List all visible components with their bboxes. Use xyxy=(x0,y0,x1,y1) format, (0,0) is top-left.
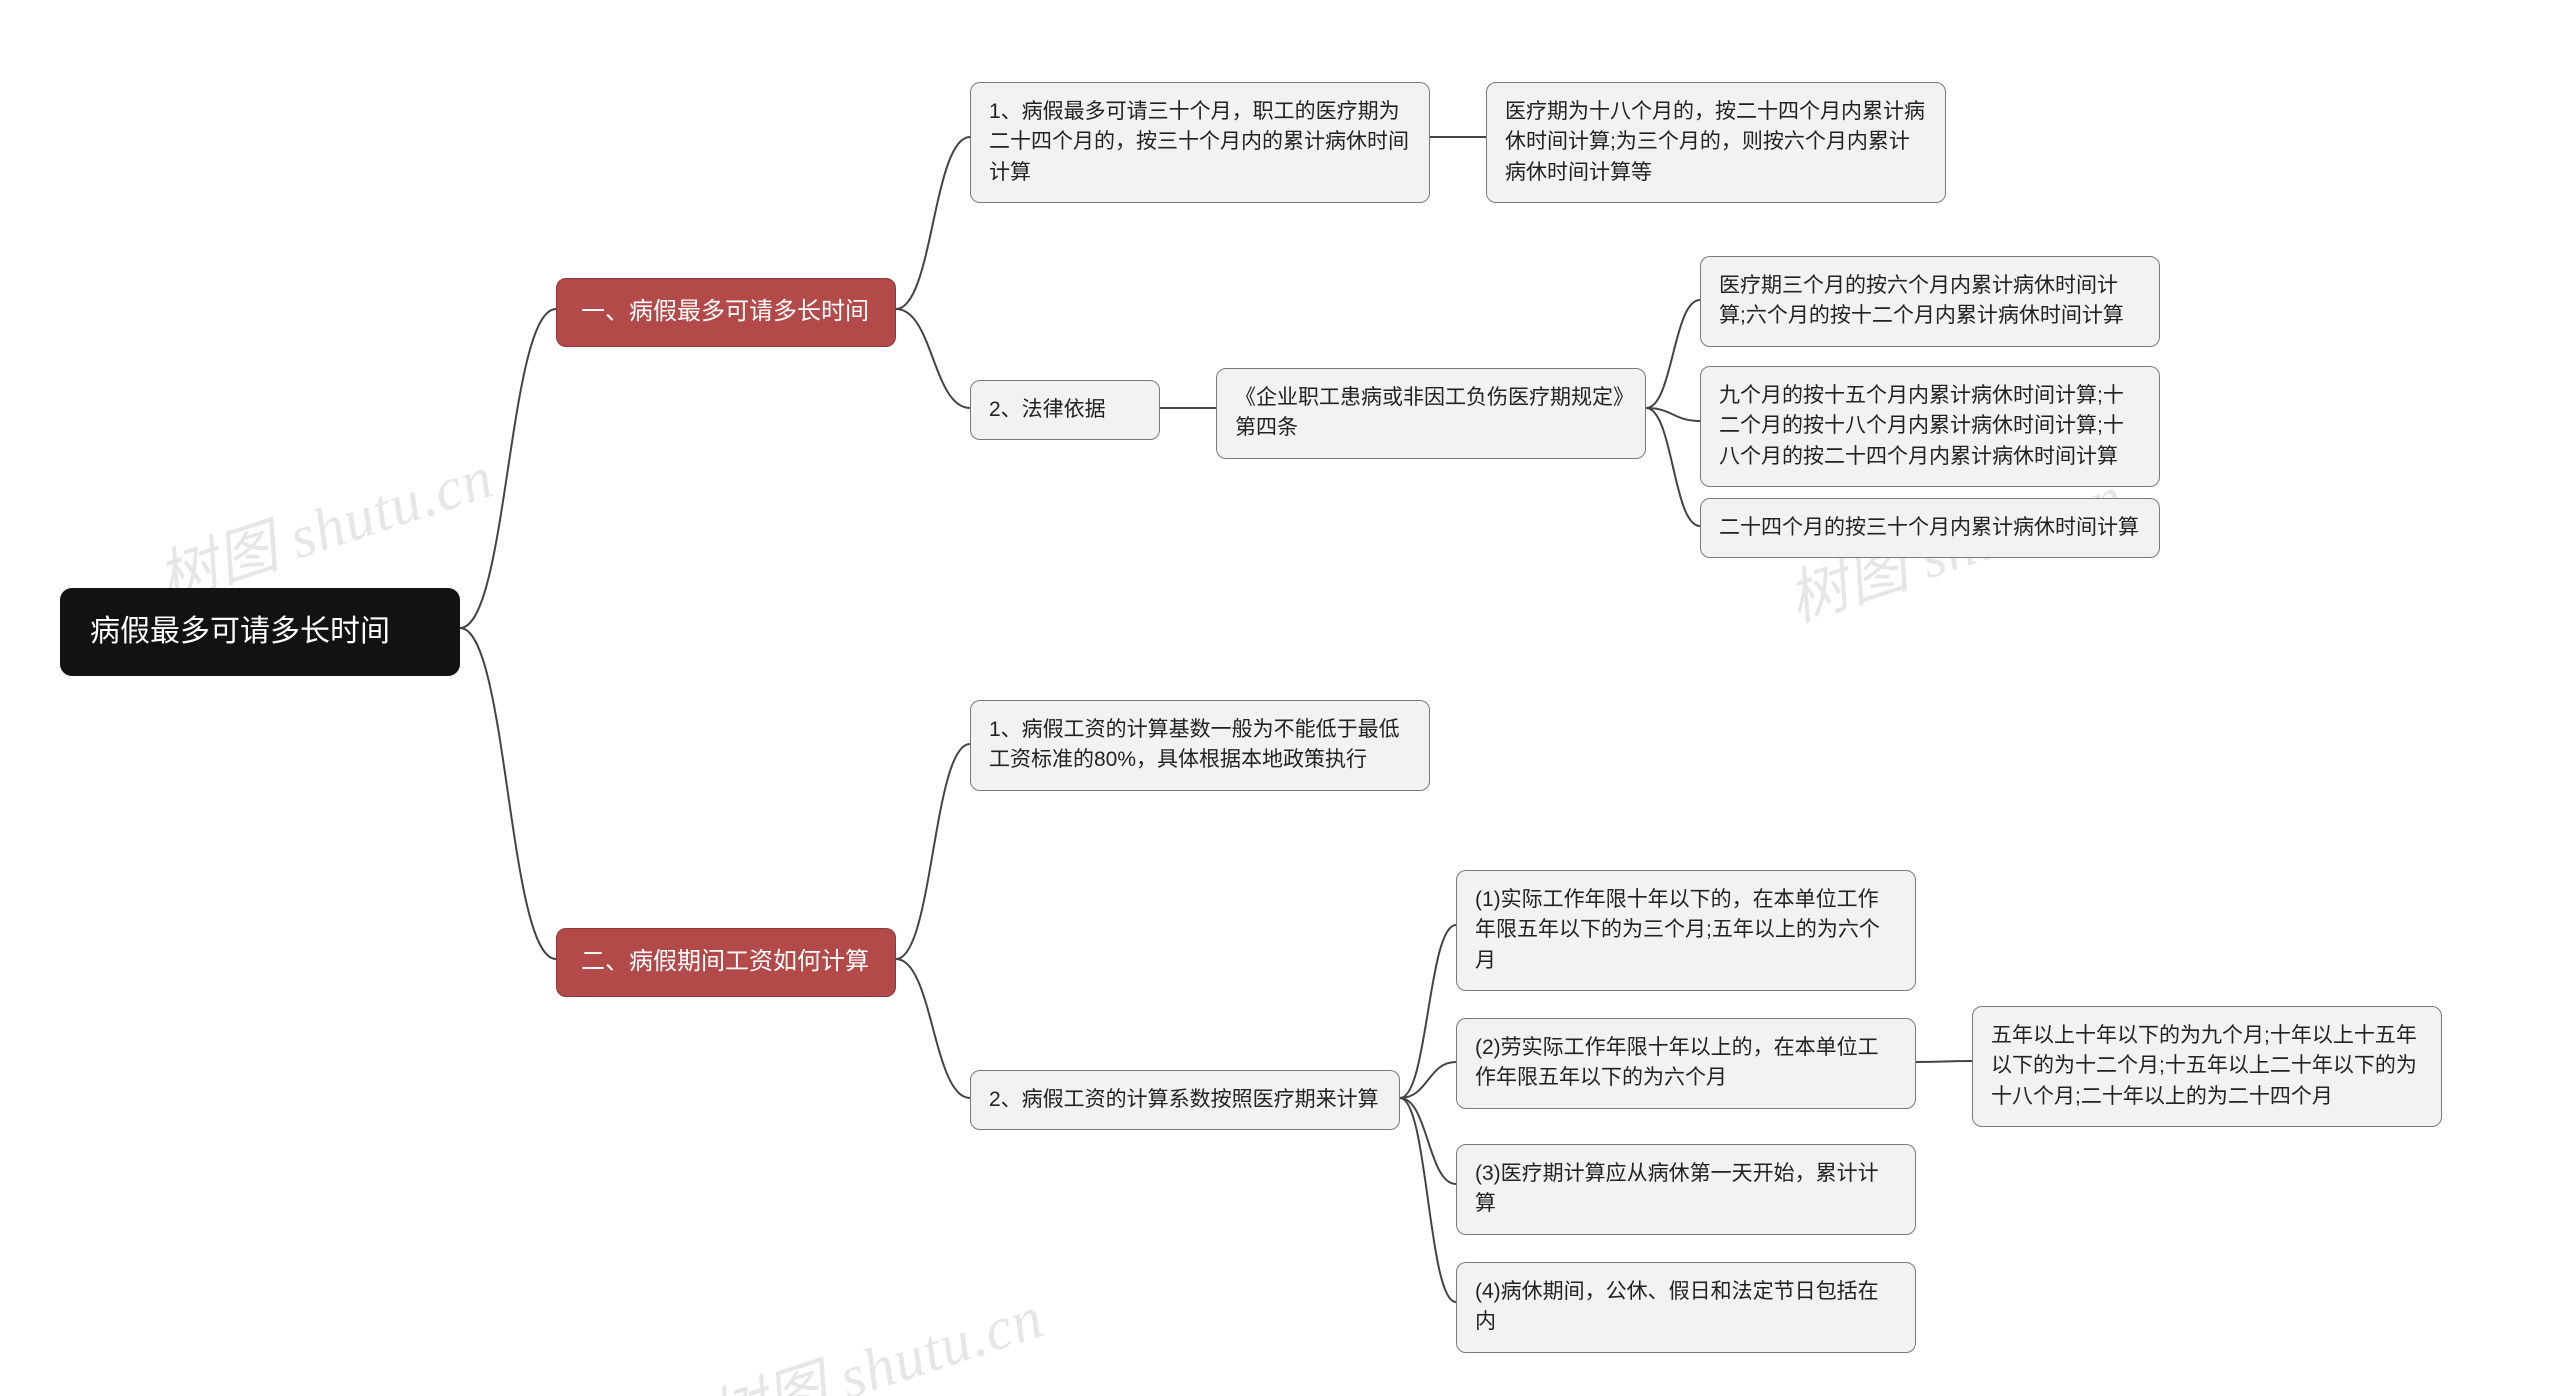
node-b2b[interactable]: (2)劳实际工作年限十年以上的，在本单位工作年限五年以下的为六个月 xyxy=(1456,1018,1916,1109)
node-b2[interactable]: 2、病假工资的计算系数按照医疗期来计算 xyxy=(970,1070,1400,1130)
node-b2b1[interactable]: 五年以上十年以下的为九个月;十年以上十五年以下的为十二个月;十五年以上二十年以下… xyxy=(1972,1006,2442,1127)
node-a1[interactable]: 1、病假最多可请三十个月，职工的医疗期为二十四个月的，按三十个月内的累计病休时间… xyxy=(970,82,1430,203)
branch-1[interactable]: 一、病假最多可请多长时间 xyxy=(556,278,896,347)
node-a2[interactable]: 2、法律依据 xyxy=(970,380,1160,440)
connector-layer xyxy=(0,0,2560,1396)
root-node[interactable]: 病假最多可请多长时间 xyxy=(60,588,460,676)
node-a2x1[interactable]: 医疗期三个月的按六个月内累计病休时间计算;六个月的按十二个月内累计病休时间计算 xyxy=(1700,256,2160,347)
node-a1a[interactable]: 医疗期为十八个月的，按二十四个月内累计病休时间计算;为三个月的，则按六个月内累计… xyxy=(1486,82,1946,203)
node-b2a[interactable]: (1)实际工作年限十年以下的，在本单位工作年限五年以下的为三个月;五年以上的为六… xyxy=(1456,870,1916,991)
node-b1[interactable]: 1、病假工资的计算基数一般为不能低于最低工资标准的80%，具体根据本地政策执行 xyxy=(970,700,1430,791)
mindmap-canvas: 树图 shutu.cn 树图 shutu.cn 树图 shutu.cn 病假最多… xyxy=(0,0,2560,1396)
branch-2[interactable]: 二、病假期间工资如何计算 xyxy=(556,928,896,997)
node-b2c[interactable]: (3)医疗期计算应从病休第一天开始，累计计算 xyxy=(1456,1144,1916,1235)
node-b2d[interactable]: (4)病休期间，公休、假日和法定节日包括在内 xyxy=(1456,1262,1916,1353)
node-a2x2[interactable]: 九个月的按十五个月内累计病休时间计算;十二个月的按十八个月内累计病休时间计算;十… xyxy=(1700,366,2160,487)
node-a2x3[interactable]: 二十四个月的按三十个月内累计病休时间计算 xyxy=(1700,498,2160,558)
watermark: 树图 shutu.cn xyxy=(695,1268,1053,1396)
node-a2x[interactable]: 《企业职工患病或非因工负伤医疗期规定》第四条 xyxy=(1216,368,1646,459)
